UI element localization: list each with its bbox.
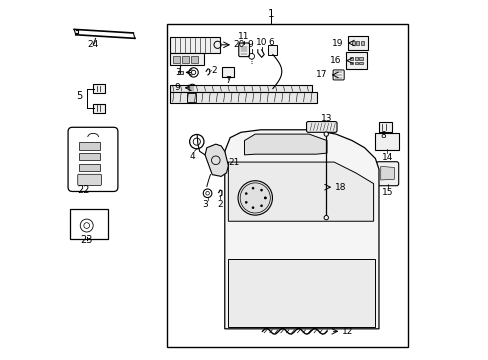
Text: 19: 19 xyxy=(331,39,343,48)
Text: 18: 18 xyxy=(334,183,346,192)
FancyBboxPatch shape xyxy=(169,37,220,53)
FancyBboxPatch shape xyxy=(238,43,249,57)
Bar xyxy=(79,142,100,149)
Text: 9: 9 xyxy=(247,40,253,49)
FancyBboxPatch shape xyxy=(93,84,105,93)
Text: 3: 3 xyxy=(202,201,207,210)
Text: 10: 10 xyxy=(255,37,267,46)
Text: 5: 5 xyxy=(76,91,82,100)
Polygon shape xyxy=(380,166,394,180)
Text: 2: 2 xyxy=(211,66,217,75)
FancyBboxPatch shape xyxy=(347,36,367,50)
Text: 20: 20 xyxy=(233,40,244,49)
FancyBboxPatch shape xyxy=(170,85,311,92)
Bar xyxy=(354,62,357,64)
Circle shape xyxy=(324,216,328,220)
Bar xyxy=(182,56,188,63)
Text: 22: 22 xyxy=(77,185,89,195)
Text: 3: 3 xyxy=(175,68,180,77)
FancyBboxPatch shape xyxy=(332,70,344,80)
Text: 11: 11 xyxy=(238,32,249,41)
Polygon shape xyxy=(204,144,228,176)
Bar xyxy=(351,41,354,45)
Bar xyxy=(79,153,100,160)
Polygon shape xyxy=(228,162,373,221)
Bar xyxy=(173,56,180,63)
Text: 7: 7 xyxy=(224,76,230,85)
Text: 4: 4 xyxy=(189,152,195,161)
Bar xyxy=(178,71,183,74)
Circle shape xyxy=(264,197,266,199)
Text: 8: 8 xyxy=(380,131,386,140)
Text: 2: 2 xyxy=(217,201,223,210)
Bar xyxy=(191,56,198,63)
Circle shape xyxy=(260,189,262,191)
Circle shape xyxy=(251,187,254,189)
FancyBboxPatch shape xyxy=(375,133,398,150)
FancyBboxPatch shape xyxy=(93,104,105,113)
Text: 14: 14 xyxy=(381,153,392,162)
Text: 15: 15 xyxy=(381,188,392,197)
Bar xyxy=(349,62,353,64)
Text: 24: 24 xyxy=(87,40,99,49)
FancyBboxPatch shape xyxy=(170,92,316,103)
Circle shape xyxy=(324,132,328,136)
Circle shape xyxy=(238,181,272,215)
Bar xyxy=(359,62,362,64)
Text: 6: 6 xyxy=(268,37,274,46)
Polygon shape xyxy=(224,130,378,329)
Bar xyxy=(360,41,363,45)
Bar xyxy=(349,57,353,60)
FancyBboxPatch shape xyxy=(267,45,277,55)
Text: 12: 12 xyxy=(342,327,353,336)
Bar xyxy=(187,93,196,102)
Bar xyxy=(356,41,359,45)
Polygon shape xyxy=(228,259,375,327)
Bar xyxy=(354,57,357,60)
FancyBboxPatch shape xyxy=(222,67,234,77)
Circle shape xyxy=(244,193,247,195)
FancyBboxPatch shape xyxy=(346,52,366,69)
Text: 17: 17 xyxy=(315,71,326,80)
Polygon shape xyxy=(244,134,326,155)
Text: 9: 9 xyxy=(174,83,180,92)
Bar xyxy=(359,57,362,60)
FancyBboxPatch shape xyxy=(306,122,336,132)
FancyBboxPatch shape xyxy=(378,122,391,132)
FancyBboxPatch shape xyxy=(78,174,101,185)
Circle shape xyxy=(264,197,266,199)
FancyBboxPatch shape xyxy=(376,162,398,186)
Text: 23: 23 xyxy=(81,235,93,245)
Text: 16: 16 xyxy=(329,56,341,65)
Bar xyxy=(167,24,407,347)
Text: 13: 13 xyxy=(321,114,332,123)
Circle shape xyxy=(244,201,247,203)
Circle shape xyxy=(251,207,254,209)
Text: 1: 1 xyxy=(267,9,274,19)
Circle shape xyxy=(260,205,262,207)
FancyBboxPatch shape xyxy=(170,53,203,65)
Bar xyxy=(79,164,100,171)
Text: 21: 21 xyxy=(228,158,239,167)
